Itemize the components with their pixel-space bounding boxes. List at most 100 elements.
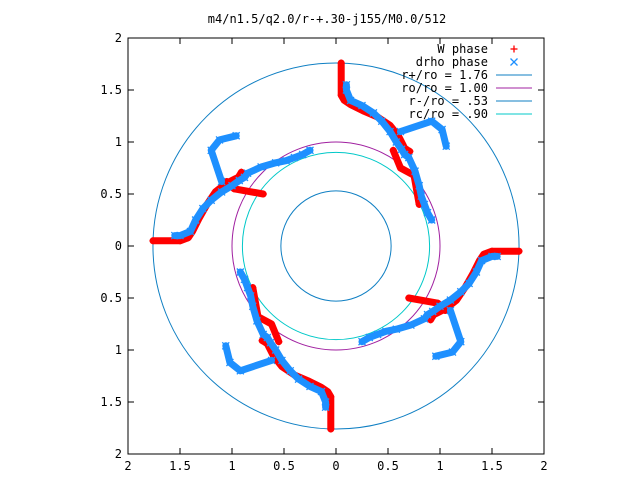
data-point — [358, 101, 366, 110]
series-1-arm-5 — [207, 132, 240, 185]
x-tick-label: 2 — [124, 459, 131, 473]
x-tick-label: 0 — [332, 459, 339, 473]
data-point — [465, 279, 474, 288]
data-point — [286, 366, 295, 375]
legend-label: W phase — [437, 42, 488, 56]
data-point — [191, 216, 200, 224]
data-point — [377, 117, 386, 126]
y-tick-label: 0.5 — [100, 291, 122, 305]
data-point — [263, 333, 272, 342]
data-point — [342, 86, 351, 94]
legend-entry: ro/ro = 1.00 — [401, 81, 532, 95]
data-point — [306, 382, 314, 391]
data-point — [290, 153, 299, 162]
data-point — [232, 131, 241, 140]
legend-label: rc/ro = .90 — [409, 107, 488, 121]
data-point — [436, 302, 444, 311]
data-point — [346, 96, 355, 105]
data-point — [477, 256, 486, 265]
data-point — [400, 150, 409, 159]
data-point — [271, 346, 280, 354]
data-point — [246, 291, 255, 300]
data-point — [337, 91, 345, 99]
data-point — [240, 275, 249, 284]
data-point — [253, 316, 261, 325]
legend-entry: r-/ro = .53 — [409, 94, 532, 108]
data-point — [423, 208, 432, 217]
data-point — [448, 348, 457, 357]
data-point — [438, 125, 447, 134]
data-point — [268, 320, 276, 328]
data-point — [392, 325, 401, 334]
data-point — [427, 117, 436, 126]
data-point — [327, 425, 335, 433]
data-point — [510, 45, 518, 53]
data-point — [207, 146, 216, 155]
legend-label: r-/ro = .53 — [409, 94, 488, 108]
x-tick-label: 1 — [228, 459, 235, 473]
data-point — [442, 142, 451, 151]
data-point — [217, 177, 226, 186]
data-point — [446, 306, 455, 315]
data-point — [240, 173, 249, 182]
data-point — [446, 296, 455, 305]
data-point — [369, 108, 378, 117]
legend-label: drho phase — [416, 55, 488, 69]
data-point — [215, 135, 224, 144]
circle-1 — [231, 141, 441, 351]
data-point — [243, 169, 252, 178]
legend-label: ro/ro = 1.00 — [401, 81, 488, 95]
data-point — [431, 352, 440, 361]
data-point — [236, 366, 245, 375]
data-point — [420, 200, 429, 209]
legend-label: r+/ro = 1.76 — [401, 68, 488, 82]
data-point — [298, 150, 307, 159]
series-1 — [170, 80, 502, 412]
data-point — [472, 268, 481, 276]
data-point — [415, 181, 424, 190]
data-point — [186, 227, 195, 236]
data-point — [317, 387, 326, 396]
data-point — [259, 190, 267, 198]
y-tick-label: 1.5 — [100, 83, 122, 97]
data-point — [420, 314, 429, 323]
chart-title: m4/n1.5/q2.0/r-+.30-j155/M0.0/512 — [208, 12, 446, 26]
series-0 — [149, 59, 523, 433]
data-point — [373, 330, 382, 339]
data-point — [381, 327, 390, 336]
data-point — [207, 196, 216, 205]
y-tick-label: 1 — [115, 343, 122, 357]
legend-entry: drho phase — [416, 55, 518, 69]
data-point — [389, 146, 397, 154]
data-point — [217, 187, 226, 196]
data-point — [267, 356, 276, 365]
data-point — [405, 294, 413, 302]
circle-0 — [152, 62, 520, 430]
x-tick-label: 2 — [540, 459, 547, 473]
data-point — [396, 127, 405, 136]
y-tick-label: 0 — [115, 239, 122, 253]
legend-entry: r+/ro = 1.76 — [401, 68, 532, 82]
data-point — [248, 302, 257, 311]
circle-2 — [280, 190, 392, 302]
series-1-arm-7 — [432, 307, 465, 360]
data-point — [386, 127, 395, 136]
data-point — [225, 358, 234, 367]
circle-3 — [241, 151, 431, 341]
y-tick-label: 1.5 — [100, 395, 122, 409]
data-point — [236, 268, 245, 276]
data-point — [176, 231, 184, 240]
data-point — [340, 96, 348, 104]
legend-entry: rc/ro = .90 — [409, 107, 532, 121]
axis-ticks: 2 1.5 1 0.5 0 0.5 1 1.5 221.510.500.511.52 — [100, 31, 547, 473]
data-point — [365, 333, 374, 342]
data-point — [428, 307, 437, 316]
legend-entry: W phase — [437, 42, 518, 56]
data-point — [228, 181, 236, 190]
x-tick-label: 1 — [436, 459, 443, 473]
data-point — [358, 337, 366, 346]
series-0-arm-0 — [337, 59, 414, 155]
data-point — [271, 158, 280, 167]
